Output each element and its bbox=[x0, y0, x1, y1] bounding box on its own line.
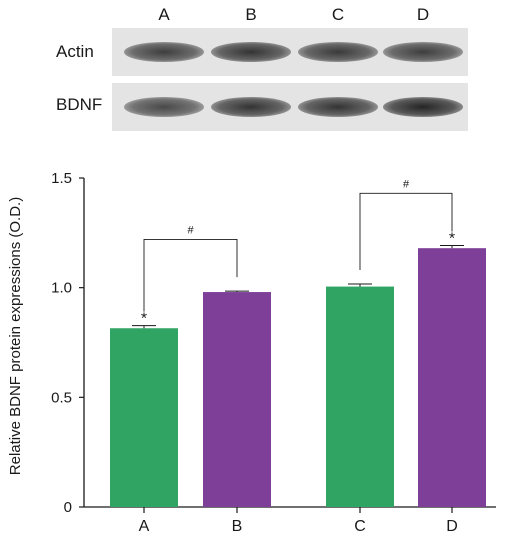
blot-row-label-bdnf: BDNF bbox=[56, 95, 103, 114]
blot-lane-label-d: D bbox=[416, 5, 430, 24]
x-tick-label-b: B bbox=[232, 518, 243, 535]
blot-row-label-actin: Actin bbox=[56, 42, 94, 61]
significance-star: * bbox=[449, 231, 455, 248]
blot-band-bdnf-d bbox=[383, 97, 463, 117]
chart-bars: A B C D bbox=[110, 245, 486, 535]
blot-band-actin-c bbox=[298, 42, 378, 62]
significance-bracket bbox=[359, 192, 453, 270]
y-tick-label: 1.0 bbox=[51, 280, 72, 297]
x-tick-label-a: A bbox=[139, 518, 150, 535]
y-tick-label: 0.5 bbox=[51, 389, 72, 406]
bar-c bbox=[326, 286, 394, 507]
x-tick-label-c: C bbox=[354, 518, 366, 535]
y-tick-label: 0 bbox=[64, 499, 72, 516]
significance-star: * bbox=[141, 311, 147, 328]
x-tick-label-d: D bbox=[446, 518, 458, 535]
blot-band-bdnf-b bbox=[211, 97, 291, 117]
blot-band-bdnf-c bbox=[298, 97, 378, 117]
significance-bracket bbox=[143, 238, 238, 312]
bdnf-blot-strip bbox=[112, 83, 468, 131]
blot-lane-label-a: A bbox=[158, 5, 170, 24]
bdnf-bar-chart: 0 0.5 1.0 1.5 A B C D * * # # Relative BDNF prote… bbox=[7, 170, 496, 535]
y-axis-label: Relative BDNF protein expressions (O.D.) bbox=[7, 197, 24, 475]
significance-hash: # bbox=[187, 224, 194, 236]
bar-b bbox=[203, 292, 271, 507]
bar-d bbox=[418, 248, 486, 507]
bar-a bbox=[110, 328, 178, 507]
blot-band-actin-b bbox=[211, 42, 291, 62]
blot-lane-label-b: B bbox=[245, 5, 257, 24]
significance-hash: # bbox=[403, 178, 410, 190]
chart-annotations: * * # # bbox=[141, 178, 455, 327]
blot-band-actin-d bbox=[383, 42, 463, 62]
y-tick-label: 1.5 bbox=[51, 170, 72, 187]
blot-band-actin-a bbox=[124, 42, 204, 62]
blot-band-bdnf-a bbox=[124, 97, 204, 117]
western-blot-panel: A B C D Actin BDNF bbox=[0, 0, 516, 140]
actin-blot-strip bbox=[112, 28, 468, 76]
blot-lane-label-c: C bbox=[331, 5, 345, 24]
